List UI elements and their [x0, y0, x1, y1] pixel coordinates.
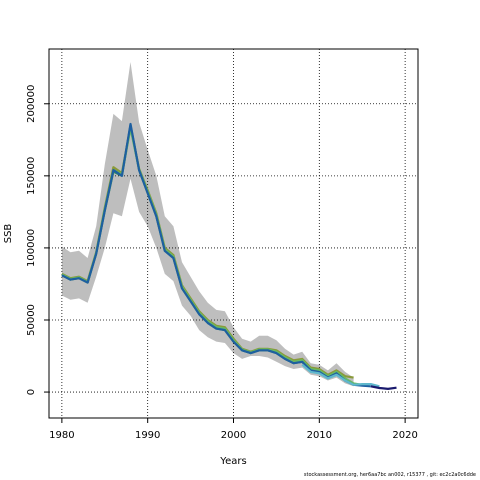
- x-tick-label: 2000: [221, 430, 246, 441]
- y-tick-label: 100000: [26, 229, 37, 267]
- series-line-5: [301, 363, 380, 388]
- series-line-4: [61, 122, 371, 388]
- x-tick-label: 1990: [135, 430, 160, 441]
- x-tick-label: 2020: [392, 430, 417, 441]
- axis-layer: 1980 1990 2000 2010 2020 0 50000 100000 150000 20…: [26, 85, 418, 441]
- y-axis-label: SSB: [3, 224, 14, 244]
- series-layer: [61, 122, 397, 390]
- y-tick-label: 150000: [26, 157, 37, 195]
- y-tick-label: 200000: [26, 85, 37, 123]
- x-axis-label: Years: [219, 456, 246, 467]
- y-tick-label: 50000: [26, 304, 37, 336]
- series-line-6: [370, 385, 397, 390]
- confidence-band-layer: [61, 62, 354, 387]
- x-tick-label: 2010: [307, 430, 332, 441]
- footer-credit: stockassessment.org, her6aa7bc an002, r1…: [303, 472, 476, 478]
- x-tick-label: 1980: [49, 430, 74, 441]
- confidence-band: [61, 62, 354, 387]
- y-tick-label: 0: [26, 389, 37, 395]
